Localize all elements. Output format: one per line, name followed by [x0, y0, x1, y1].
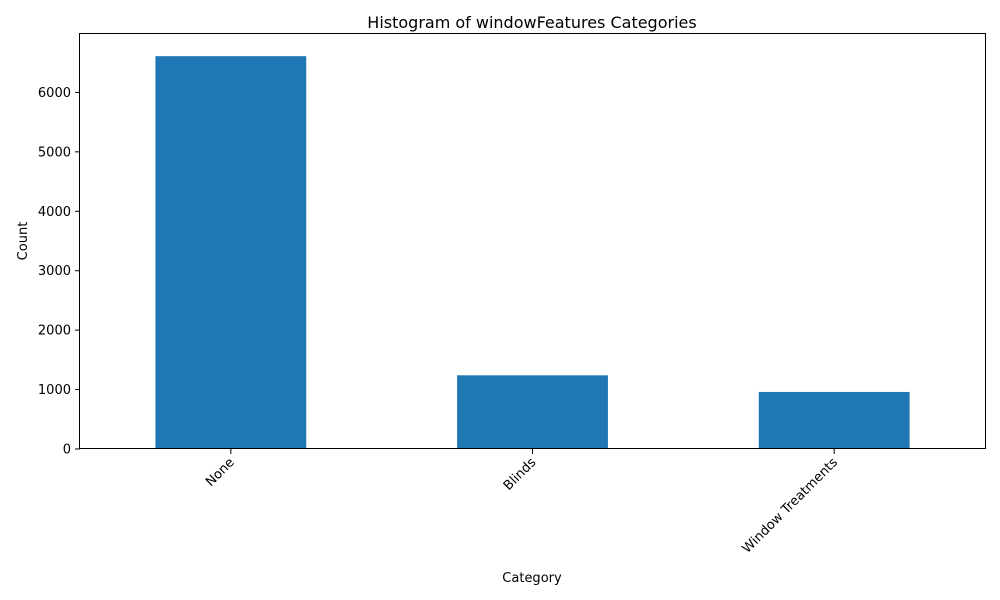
x-tick-label: None — [203, 455, 238, 490]
bar-none — [155, 56, 307, 449]
y-tick-label: 0 — [63, 443, 71, 458]
y-axis-label: Count — [16, 222, 31, 261]
x-tick-label: Blinds — [501, 455, 540, 494]
y-tick-label: 1000 — [38, 383, 71, 398]
chart-title: Histogram of windowFeatures Categories — [367, 13, 696, 32]
y-axis: 0 1000 2000 3000 4000 5000 6000 — [38, 86, 80, 458]
x-axis-label: Category — [502, 571, 562, 586]
y-tick-label: 5000 — [38, 145, 71, 160]
x-axis: None Blinds Window Treatments — [203, 449, 841, 557]
bar-window-treatments — [758, 391, 910, 449]
bars-group — [155, 56, 910, 449]
y-tick-label: 6000 — [38, 86, 71, 101]
plot-frame — [79, 33, 986, 449]
bar-blinds — [457, 375, 608, 449]
y-tick-label: 4000 — [38, 205, 71, 220]
y-tick-label: 3000 — [38, 264, 71, 279]
x-tick-label: Window Treatments — [740, 455, 841, 556]
y-tick-label: 2000 — [38, 324, 71, 339]
